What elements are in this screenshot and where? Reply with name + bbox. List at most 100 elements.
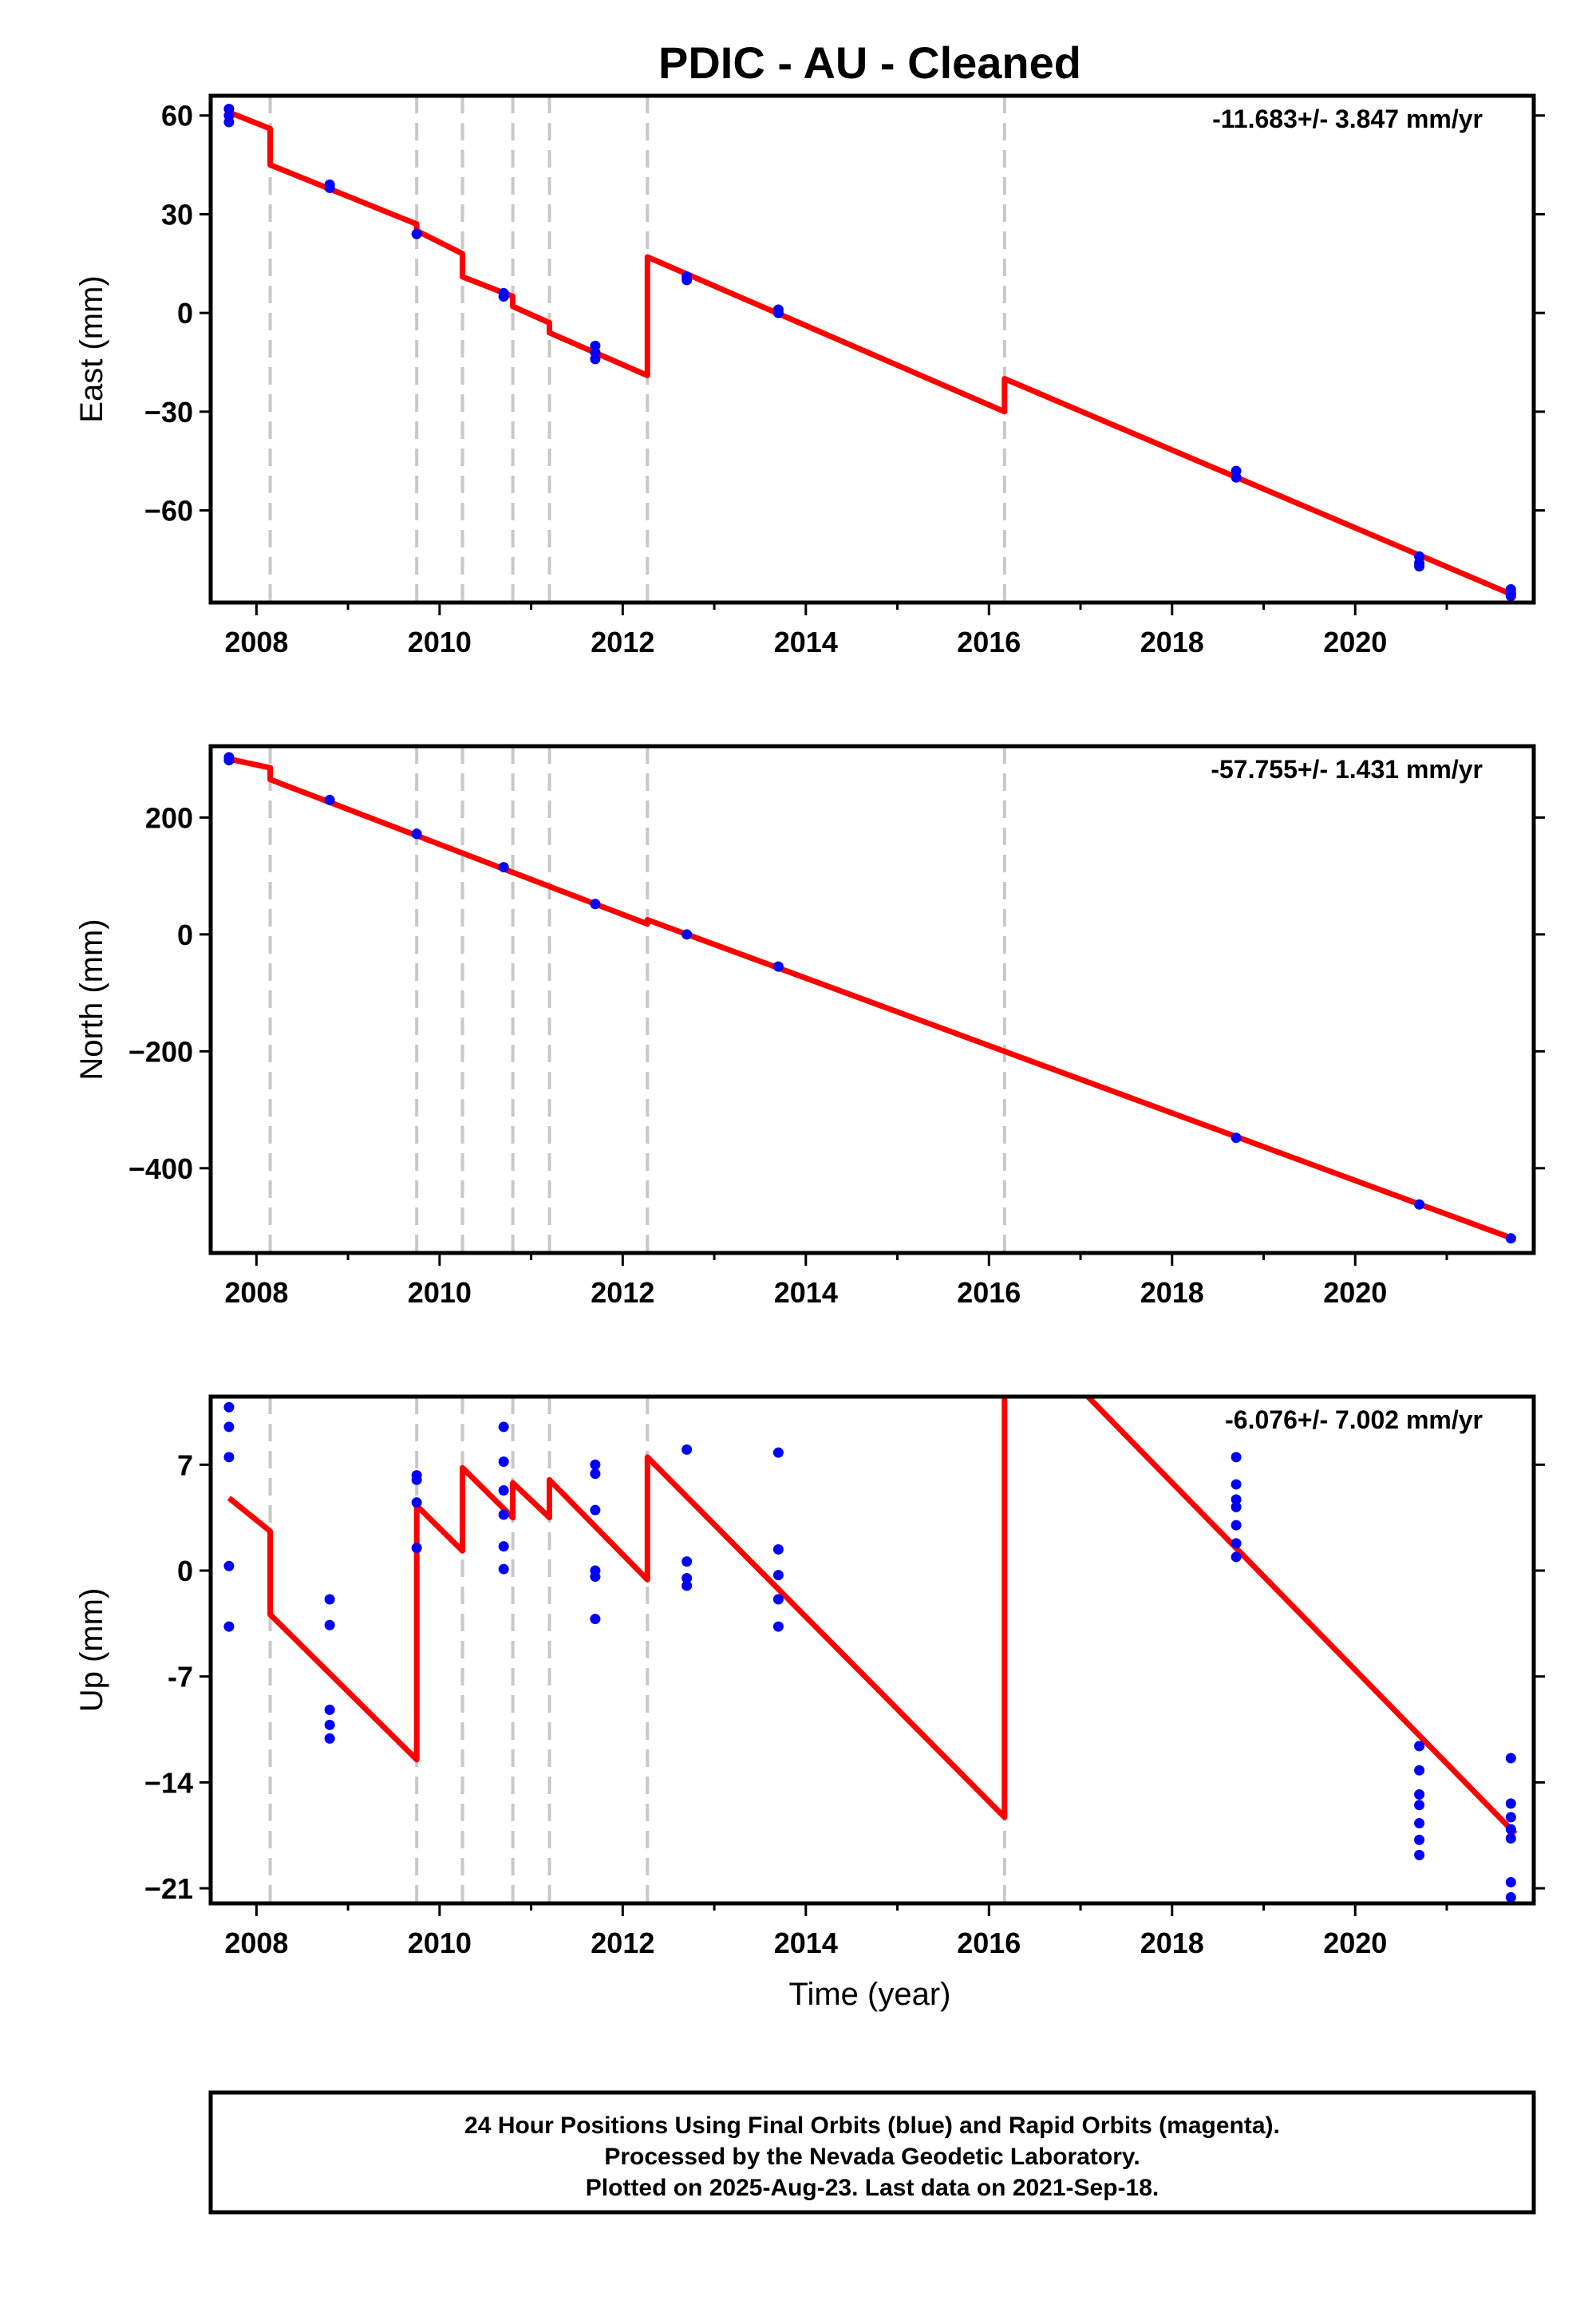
east-data-point xyxy=(1414,561,1425,572)
east-data-point xyxy=(1505,591,1516,602)
east-x-tick-label: 2010 xyxy=(408,626,472,658)
east-panel: 60 30 0 −30 −60 2008 2010 2012 2014 2016 2018 2020 E… xyxy=(74,93,1545,658)
up-data-point xyxy=(498,1509,509,1520)
north-data-point xyxy=(1231,1132,1242,1144)
north-y-tick-label: −400 xyxy=(128,1152,193,1185)
east-model-line xyxy=(227,109,1517,599)
north-x-tick-label: 2010 xyxy=(408,1276,472,1309)
up-data-point xyxy=(223,1421,235,1433)
up-data-point xyxy=(1505,1798,1516,1809)
up-data-point xyxy=(1505,1832,1516,1844)
north-data-point xyxy=(681,929,693,940)
footer-line-3: Plotted on 2025-Aug-23. Last data on 202… xyxy=(586,2175,1159,2201)
east-data-point xyxy=(411,228,422,239)
up-data-point xyxy=(1231,1452,1242,1463)
up-data-point xyxy=(1414,1741,1425,1752)
up-frame xyxy=(208,1394,1536,1906)
footer-box xyxy=(208,2090,1536,2215)
up-data-point xyxy=(1231,1479,1242,1490)
east-x-tick-label: 2020 xyxy=(1323,626,1387,658)
east-y-tick-label: −60 xyxy=(144,495,193,528)
east-x-tick-label: 2018 xyxy=(1140,626,1204,658)
up-data-point xyxy=(1505,1753,1516,1764)
north-panel: 200 0 −200 −400 2008 2010 2012 2014 2016 2018 2020… xyxy=(74,744,1545,1309)
east-data-point xyxy=(772,307,784,318)
up-data-point xyxy=(681,1580,693,1591)
up-data-point xyxy=(324,1733,335,1744)
up-data-point xyxy=(411,1497,422,1508)
east-y-tick-label: −30 xyxy=(144,396,193,429)
up-data-point xyxy=(324,1704,335,1715)
up-data-point xyxy=(411,1474,422,1485)
up-data-point xyxy=(1231,1551,1242,1563)
up-x-tick-label: 2010 xyxy=(408,1927,472,1959)
up-data-point xyxy=(772,1570,784,1581)
up-x-tick-label: 2018 xyxy=(1140,1927,1204,1959)
north-data-point xyxy=(223,755,235,766)
east-x-tick-label: 2012 xyxy=(591,626,654,658)
east-data-point xyxy=(223,117,235,128)
north-x-tick-label: 2016 xyxy=(957,1276,1021,1309)
up-data-point xyxy=(772,1594,784,1605)
up-data-point xyxy=(498,1456,509,1468)
east-data-point xyxy=(590,354,601,365)
up-data-point xyxy=(681,1556,693,1567)
up-data-point xyxy=(1231,1538,1242,1549)
up-y-tick-label: −14 xyxy=(144,1766,193,1799)
chart-title: PDIC - AU - Cleaned xyxy=(658,38,1081,88)
up-data-point xyxy=(1414,1849,1425,1860)
up-rate-label: -6.076+/- 7.002 mm/yr xyxy=(1225,1405,1483,1434)
up-data-point xyxy=(772,1543,784,1555)
up-data-point xyxy=(223,1452,235,1463)
up-data-point xyxy=(324,1719,335,1730)
east-x-tick-label: 2016 xyxy=(957,626,1021,658)
panels: 60 30 0 −30 −60 2008 2010 2012 2014 2016 2018 2020 E… xyxy=(74,93,1545,1959)
north-y-tick-label: −200 xyxy=(128,1035,193,1068)
up-data-point xyxy=(590,1504,601,1516)
east-data-point xyxy=(324,182,335,193)
up-y-tick-label: 0 xyxy=(177,1555,193,1587)
east-data-point xyxy=(1231,472,1242,483)
north-rate-label: -57.755+/- 1.431 mm/yr xyxy=(1211,755,1483,784)
up-data-point xyxy=(498,1563,509,1575)
up-data-point xyxy=(590,1459,601,1470)
east-data-point xyxy=(681,275,693,286)
north-data-point xyxy=(1505,1233,1516,1244)
up-data-point xyxy=(1505,1876,1516,1887)
up-panel: 7 0 -7 −14 −21 2008 2010 2012 2014 2016 2018 2020 Up… xyxy=(74,1394,1545,1959)
north-model-line xyxy=(228,756,1517,1243)
up-x-tick-label: 2012 xyxy=(591,1927,654,1959)
up-data-point xyxy=(1505,1824,1516,1835)
x-axis-label: Time (year) xyxy=(789,1977,951,2012)
east-y-tick-label: 60 xyxy=(161,100,193,132)
up-data-point xyxy=(772,1621,784,1632)
north-data-point xyxy=(1414,1199,1425,1210)
north-y-axis-label: North (mm) xyxy=(74,919,109,1080)
up-data-point xyxy=(681,1444,693,1455)
up-x-tick-label: 2016 xyxy=(957,1927,1021,1959)
north-frame xyxy=(208,744,1536,1255)
north-x-tick-label: 2014 xyxy=(774,1276,838,1309)
up-y-tick-label: 7 xyxy=(177,1448,193,1481)
up-data-point xyxy=(590,1614,601,1625)
footer-line-2: Processed by the Nevada Geodetic Laborat… xyxy=(604,2144,1140,2170)
up-plot-area xyxy=(223,1397,1518,1903)
up-x-tick-label: 2014 xyxy=(774,1927,838,1959)
up-x-tick-label: 2008 xyxy=(224,1927,288,1959)
north-plot-area xyxy=(223,746,1517,1253)
north-y-tick-label: 200 xyxy=(145,801,193,834)
up-y-tick-label: -7 xyxy=(168,1661,193,1694)
up-data-point xyxy=(1505,1891,1516,1903)
north-x-tick-label: 2008 xyxy=(224,1276,288,1309)
up-data-point xyxy=(223,1401,235,1413)
east-y-tick-label: 30 xyxy=(161,198,193,231)
up-data-point xyxy=(1231,1494,1242,1505)
north-data-point xyxy=(498,862,509,873)
up-x-tick-label: 2020 xyxy=(1323,1927,1387,1959)
up-data-point xyxy=(1231,1501,1242,1512)
up-data-point xyxy=(324,1619,335,1630)
north-x-tick-label: 2020 xyxy=(1323,1276,1387,1309)
up-data-point xyxy=(681,1572,693,1583)
east-x-tick-label: 2008 xyxy=(224,626,288,658)
